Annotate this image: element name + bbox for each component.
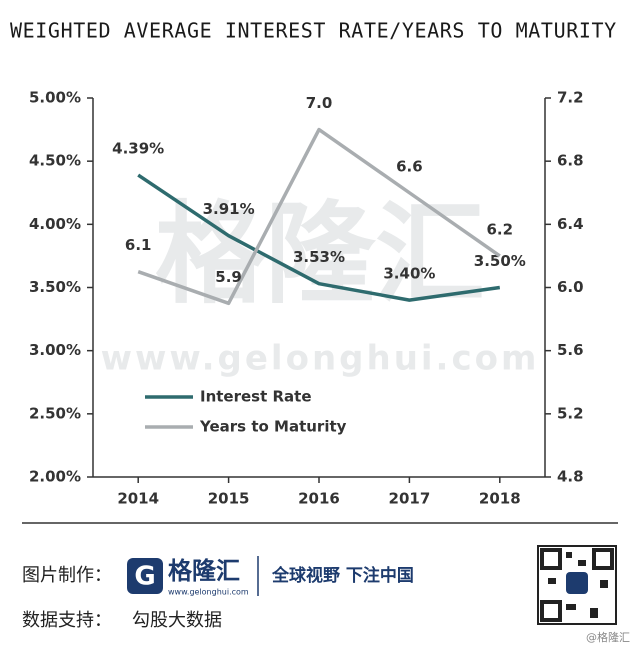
x-tick-label: 2014 bbox=[117, 490, 159, 508]
series-line bbox=[137, 127, 501, 306]
logo-brand: 格隆汇 bbox=[168, 557, 240, 585]
plot-area: 2.00% 2.50% 3.00% 3.50% 4.00% 4.50% 5.00% 4.8 5.… bbox=[29, 89, 584, 508]
data-label: 5.9 bbox=[215, 268, 242, 286]
y2-tick-label: 5.6 bbox=[557, 341, 584, 359]
y2-tick-label: 5.2 bbox=[557, 404, 584, 422]
data-label: 6.1 bbox=[125, 236, 152, 254]
slogan: 全球视野 下注中国 bbox=[271, 565, 414, 586]
y-tick-label: 3.50% bbox=[29, 278, 81, 296]
data-label: 3.50% bbox=[474, 252, 526, 270]
chart-title: WEIGHTED AVERAGE INTEREST RATE/YEARS TO … bbox=[10, 19, 617, 43]
made-by-label: 图片制作： bbox=[22, 565, 112, 586]
y-tick-label: 3.00% bbox=[29, 341, 81, 359]
data-label: 4.39% bbox=[112, 140, 164, 158]
logo-url: www.gelonghui.com bbox=[168, 588, 249, 597]
y2-tick-label: 4.8 bbox=[557, 468, 584, 486]
y2-tick-label: 7.2 bbox=[557, 89, 584, 107]
credit: @格隆汇 bbox=[586, 630, 630, 644]
x-tick-label: 2018 bbox=[479, 490, 521, 508]
logo-icon bbox=[127, 558, 163, 594]
data-label: 3.53% bbox=[293, 248, 345, 266]
qr-code bbox=[537, 545, 617, 625]
data-label: 3.91% bbox=[203, 200, 255, 218]
legend-label: Years to Maturity bbox=[199, 418, 347, 436]
data-source: 勾股大数据 bbox=[132, 610, 222, 631]
y2-tick-label: 6.4 bbox=[557, 215, 584, 233]
x-tick-label: 2017 bbox=[389, 490, 431, 508]
x-tick-label: 2016 bbox=[298, 490, 340, 508]
legend-label: Interest Rate bbox=[200, 388, 312, 406]
series-line bbox=[137, 173, 501, 302]
x-tick-label: 2015 bbox=[208, 490, 250, 508]
data-label: 3.40% bbox=[383, 265, 435, 283]
y2-tick-label: 6.0 bbox=[557, 278, 584, 296]
data-label: 6.2 bbox=[487, 220, 514, 238]
watermark-url: www.gelonghui.com bbox=[101, 339, 540, 379]
y-tick-label: 2.50% bbox=[29, 404, 81, 422]
y-tick-label: 4.50% bbox=[29, 152, 81, 170]
data-label: 7.0 bbox=[306, 94, 333, 112]
y-tick-label: 4.00% bbox=[29, 215, 81, 233]
logo-glyph: G bbox=[134, 562, 155, 592]
data-label: 6.6 bbox=[396, 157, 423, 175]
y2-tick-label: 6.8 bbox=[557, 152, 584, 170]
y-tick-label: 5.00% bbox=[29, 89, 81, 107]
y-tick-label: 2.00% bbox=[29, 468, 81, 486]
data-label: 数据支持： bbox=[22, 610, 112, 631]
